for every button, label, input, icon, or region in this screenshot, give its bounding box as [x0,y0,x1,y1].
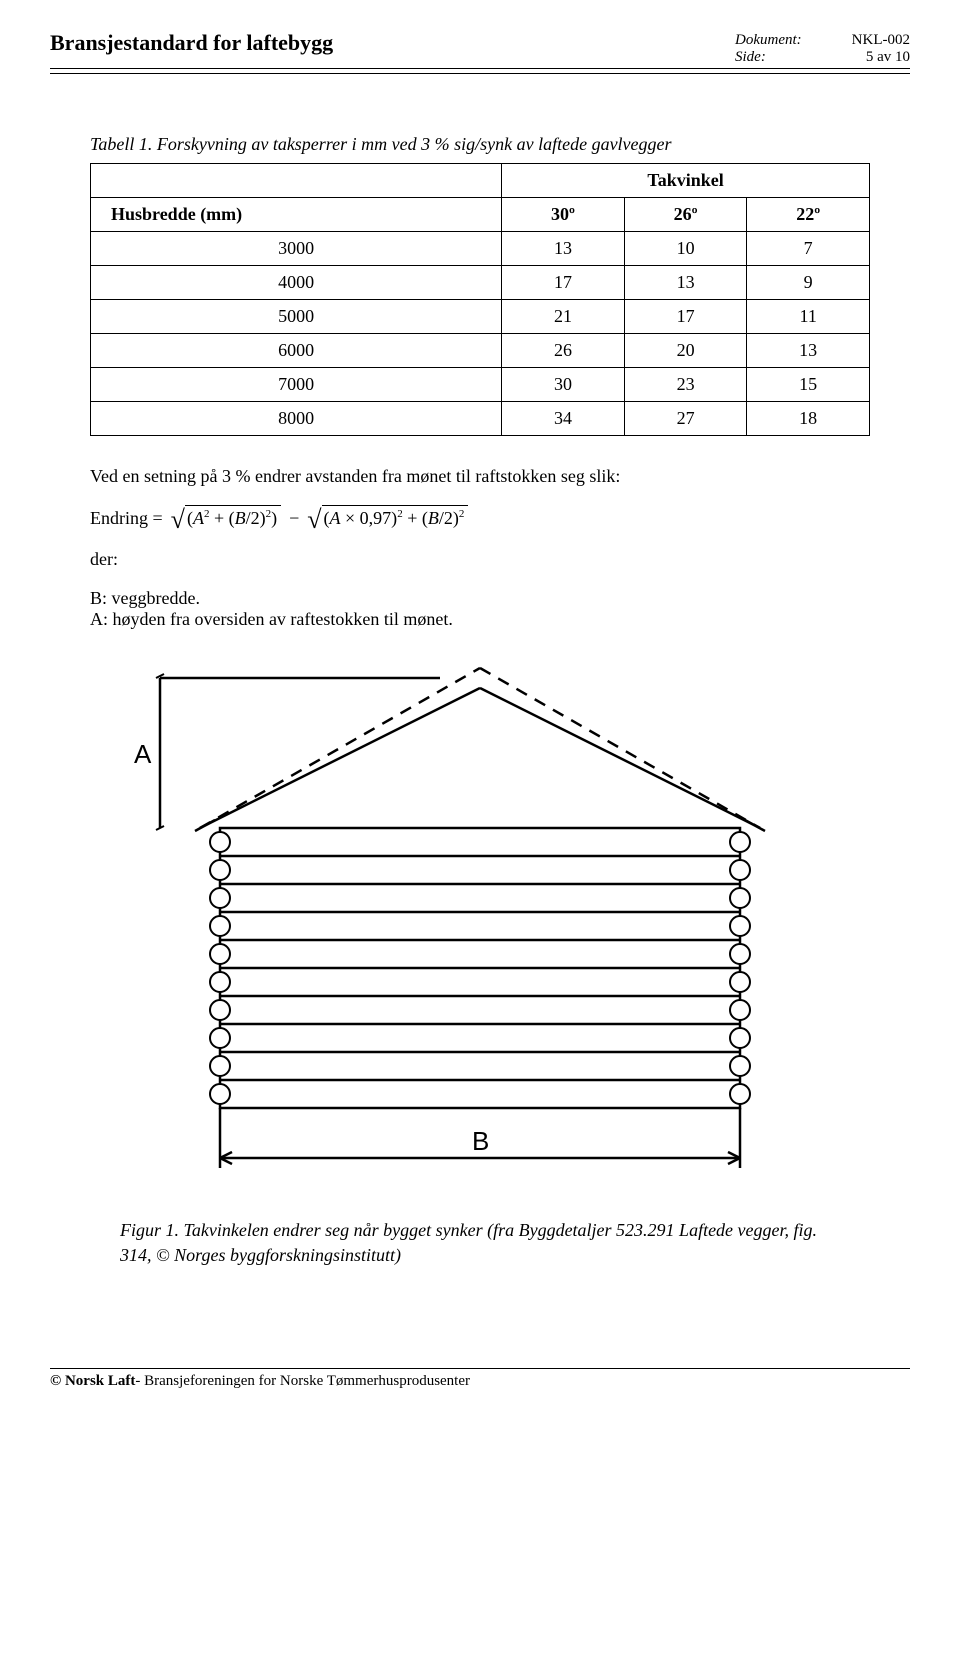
sqrt-body-1: (A2 + (B/2)2) [185,505,281,531]
col-header-1: 26º [624,198,747,232]
cell: 13 [624,266,747,300]
cell: 26 [502,334,625,368]
formula: Endring = √ (A2 + (B/2)2) − √ (A × 0,97)… [90,505,870,531]
col-header-0: 30º [502,198,625,232]
row-label: 4000 [91,266,502,300]
cell: 21 [502,300,625,334]
cell: 7 [747,232,870,266]
label-b: B [472,1126,489,1156]
cell: 13 [747,334,870,368]
cell: 34 [502,402,625,436]
row-label: 7000 [91,368,502,402]
header-meta-values: NKL-002 5 av 10 [852,32,910,66]
row-label: 8000 [91,402,502,436]
cell: 18 [747,402,870,436]
cell: 11 [747,300,870,334]
header-meta-labels: Dokument: Side: [735,32,802,66]
cell: 30 [502,368,625,402]
label-a: A [134,739,152,769]
sqrt-sign-icon: √ [171,507,185,533]
content: Tabell 1. Forskyvning av taksperrer i mm… [50,134,910,1268]
row-label: 6000 [91,334,502,368]
table-row: 7000 30 23 15 [91,368,870,402]
table-body: 3000 13 10 7 4000 17 13 9 5000 21 17 11 … [91,232,870,436]
sqrt-sign-icon: √ [307,507,321,533]
formula-minus: − [289,508,299,529]
cell: 9 [747,266,870,300]
house-diagram: A [120,648,840,1208]
def-a: A: høyden fra oversiden av raftestokken … [90,609,870,630]
doc-value: NKL-002 [852,32,910,49]
table-caption: Tabell 1. Forskyvning av taksperrer i mm… [90,134,870,155]
header-rule [50,73,910,74]
table-row: 6000 26 20 13 [91,334,870,368]
doc-label: Dokument: [735,32,802,49]
header-title: Bransjestandard for laftebygg [50,30,333,56]
cell: 20 [624,334,747,368]
formula-prefix: Endring = [90,508,163,529]
paragraph-der: der: [90,549,870,570]
page-label: Side: [735,49,802,66]
footer-rest: - Bransjeforeningen for Norske Tømmerhus… [135,1373,470,1389]
sqrt-1: √ (A2 + (B/2)2) [171,505,281,531]
table-group-header: Takvinkel [502,164,870,198]
page-header: Bransjestandard for laftebygg Dokument: … [50,30,910,69]
page-footer: © Norsk Laft- Bransjeforeningen for Nors… [50,1368,910,1390]
cell: 17 [624,300,747,334]
cell: 15 [747,368,870,402]
footer-bold: © Norsk Laft [50,1373,135,1389]
cell: 17 [502,266,625,300]
data-table: Takvinkel Husbredde (mm) 30º 26º 22º 300… [90,163,870,436]
paragraph-defs: B: veggbredde. A: høyden fra oversiden a… [90,588,870,630]
figure-caption: Figur 1. Takvinkelen endrer seg når bygg… [120,1218,840,1268]
header-meta: Dokument: Side: NKL-002 5 av 10 [735,30,910,66]
table-row-header: Husbredde (mm) [91,198,502,232]
cell: 27 [624,402,747,436]
sqrt-body-2: (A × 0,97)2 + (B/2)2 [322,505,469,531]
cell: 13 [502,232,625,266]
paragraph-1: Ved en setning på 3 % endrer avstanden f… [90,466,870,487]
def-b: B: veggbredde. [90,588,870,609]
table-row: 8000 34 27 18 [91,402,870,436]
table-row: 3000 13 10 7 [91,232,870,266]
row-label: 3000 [91,232,502,266]
cell: 23 [624,368,747,402]
table-row: 5000 21 17 11 [91,300,870,334]
cell: 10 [624,232,747,266]
figure-1: A [120,648,840,1268]
table-row: 4000 17 13 9 [91,266,870,300]
col-header-2: 22º [747,198,870,232]
table-empty-cell [91,164,502,198]
page-value: 5 av 10 [852,49,910,66]
sqrt-2: √ (A × 0,97)2 + (B/2)2 [307,505,468,531]
row-label: 5000 [91,300,502,334]
